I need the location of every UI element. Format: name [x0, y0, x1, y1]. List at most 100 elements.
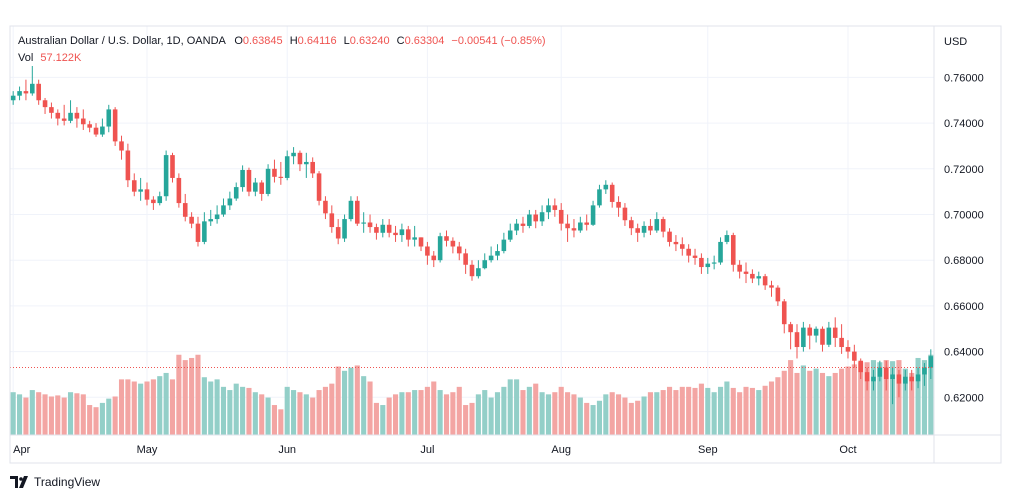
legend-volume: Vol 57.122K: [18, 52, 85, 64]
candle: [482, 253, 488, 270]
volume-bar: [775, 377, 781, 435]
candle: [36, 79, 41, 105]
candle: [883, 360, 889, 391]
candle: [788, 321, 793, 350]
candle: [278, 161, 284, 185]
volume-bar: [641, 396, 647, 435]
y-tick-label: 0.76000: [944, 72, 984, 84]
candle: [437, 232, 443, 263]
volume-bar: [125, 379, 131, 435]
candle: [724, 230, 730, 245]
candle: [329, 205, 335, 233]
candle: [265, 164, 271, 197]
candle: [221, 198, 226, 217]
price-chart[interactable]: USD 0.760000.740000.720000.700000.680000…: [0, 0, 1012, 465]
candle: [839, 324, 844, 354]
volume-bar: [405, 392, 411, 435]
y-tick-label: 0.74000: [944, 118, 984, 130]
volume-bar: [737, 392, 743, 435]
candle: [100, 118, 105, 137]
volume-bar: [431, 381, 437, 435]
candle: [316, 171, 322, 206]
volume-bar: [864, 362, 870, 435]
candle: [157, 191, 163, 206]
volume-bar: [412, 390, 418, 435]
candle: [877, 360, 883, 382]
candle: [304, 152, 309, 178]
volume-bar: [329, 383, 335, 435]
chart-frame[interactable]: USD 0.76000 0.74000 0.72000 0.70000 0.68000 0…: [0, 0, 1012, 465]
candle: [195, 216, 201, 247]
candle: [641, 221, 647, 238]
candle: [750, 269, 755, 284]
volume-bar: [392, 394, 399, 435]
candle: [590, 200, 596, 226]
low-value: 0.63240: [349, 35, 390, 47]
volume-value: 57.122K: [40, 52, 82, 64]
candle: [501, 232, 507, 254]
candle: [679, 237, 685, 256]
x-axis[interactable]: Apr May Jun Jul Aug Sep Oct: [13, 444, 856, 456]
candle: [144, 182, 150, 206]
candle: [762, 273, 768, 290]
x-tick-label: Jul: [420, 444, 434, 456]
candle: [182, 193, 188, 222]
volume-bar: [233, 383, 239, 435]
volume-bar: [717, 386, 724, 435]
candle: [125, 143, 131, 188]
candle: [131, 173, 137, 197]
x-tick-label: Jun: [278, 444, 296, 456]
candle: [291, 147, 296, 165]
candle: [527, 209, 532, 229]
volume-bar: [730, 387, 736, 435]
volume-bar: [48, 396, 54, 435]
y-tick-label: 0.68000: [944, 255, 984, 267]
x-tick-label: Aug: [551, 444, 571, 456]
candle: [896, 369, 902, 398]
candle: [558, 203, 564, 231]
volume-bar: [679, 386, 685, 435]
candle: [756, 271, 762, 286]
candle: [310, 157, 315, 178]
volume-bar: [870, 360, 877, 435]
candle: [259, 180, 265, 201]
high-value: 0.64116: [297, 35, 337, 47]
brand-name[interactable]: TradingView: [34, 475, 101, 489]
candle: [781, 299, 787, 334]
candle: [93, 123, 99, 137]
candle: [692, 248, 698, 265]
candle: [864, 367, 870, 391]
y-axis[interactable]: 0.76000 0.74000 0.72000 0.70000 0.68000 0.660…: [944, 72, 984, 404]
volume-bar: [463, 405, 469, 435]
candles: [10, 65, 934, 405]
volume-bar: [622, 397, 628, 435]
volume-bar: [157, 376, 163, 435]
candle: [214, 205, 220, 224]
candle: [743, 262, 749, 284]
volume-bar: [813, 368, 819, 435]
candle: [476, 260, 481, 279]
candle: [552, 198, 558, 217]
volume-bar: [189, 357, 195, 435]
candle: [463, 248, 468, 274]
volume-bar: [526, 386, 532, 435]
volume-bar: [616, 394, 622, 435]
volume-bar: [692, 387, 698, 435]
volume-bar: [322, 386, 328, 435]
volume-bar: [756, 390, 762, 435]
candle: [648, 219, 653, 236]
candle: [775, 285, 781, 306]
candle: [539, 205, 545, 226]
close-label: C: [396, 35, 405, 47]
candle: [17, 86, 22, 101]
volume-bar: [781, 370, 787, 435]
candle: [30, 65, 35, 96]
tradingview-logo-icon[interactable]: [10, 476, 30, 488]
volume-bar: [584, 402, 590, 435]
volume-bar: [424, 386, 430, 435]
y-tick-label: 0.72000: [944, 164, 984, 176]
volume-bar: [220, 386, 227, 435]
volume-bar: [316, 390, 322, 435]
volume-bar: [807, 370, 813, 435]
volume-bar: [373, 402, 379, 435]
